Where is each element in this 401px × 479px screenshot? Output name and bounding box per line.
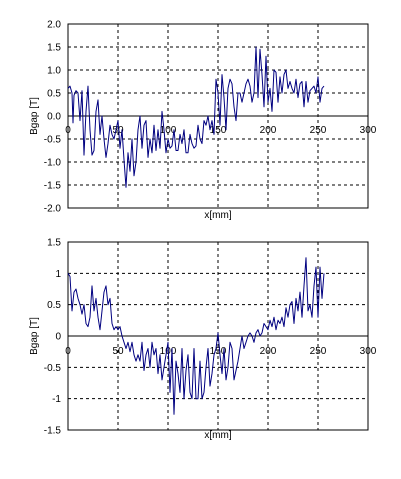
y-tick-label: 1.5 bbox=[47, 238, 61, 249]
y-tick-label: 2.0 bbox=[47, 20, 61, 31]
y-tick-label: -1.5 bbox=[44, 426, 62, 437]
chart-2: 1.510.50-0.5-1-1.50 50 100 150 200 250 300x[mm… bbox=[29, 238, 377, 442]
y-axis-label: Bgap [T] bbox=[29, 317, 40, 355]
y-tick-label: -1.5 bbox=[44, 181, 62, 192]
x-tick-label: 200 bbox=[260, 125, 277, 136]
y-tick-label: -1 bbox=[52, 394, 61, 405]
series-line bbox=[67, 257, 325, 415]
x-tick-label: 50 bbox=[112, 346, 124, 357]
y-tick-label: 1.5 bbox=[47, 43, 61, 54]
x-axis-label: x[mm] bbox=[204, 210, 231, 221]
y-tick-label: 1 bbox=[55, 269, 61, 280]
y-tick-label: -0.5 bbox=[44, 363, 62, 374]
y-tick-label: -2.0 bbox=[44, 204, 62, 215]
chart-1: 2.01.51.00.50.0-0.5-1.0-1.5-2.00 50 100 150… bbox=[29, 20, 377, 222]
x-tick-label: 300 bbox=[360, 125, 377, 136]
x-tick-label: 150 bbox=[210, 125, 227, 136]
y-axis-label: Bgap [T] bbox=[29, 97, 40, 135]
y-tick-label: -0.5 bbox=[44, 135, 62, 146]
y-tick-label: 0.5 bbox=[47, 89, 61, 100]
x-axis-label: x[mm] bbox=[204, 430, 231, 441]
series-line bbox=[67, 46, 325, 188]
x-tick-label: 300 bbox=[360, 346, 377, 357]
y-tick-label: -1.0 bbox=[44, 158, 62, 169]
y-tick-label: 0 bbox=[55, 332, 61, 343]
x-tick-label: 200 bbox=[260, 346, 277, 357]
x-tick-label: 0 bbox=[65, 125, 71, 136]
x-tick-label: 250 bbox=[310, 125, 327, 136]
y-tick-label: 0.5 bbox=[47, 300, 61, 311]
y-tick-label: 1.0 bbox=[47, 66, 61, 77]
y-tick-label: 0.0 bbox=[47, 112, 61, 123]
x-tick-label: 0 bbox=[65, 346, 71, 357]
x-tick-label: 100 bbox=[160, 125, 177, 136]
x-tick-label: 150 bbox=[210, 346, 227, 357]
x-tick-label: 250 bbox=[310, 346, 327, 357]
